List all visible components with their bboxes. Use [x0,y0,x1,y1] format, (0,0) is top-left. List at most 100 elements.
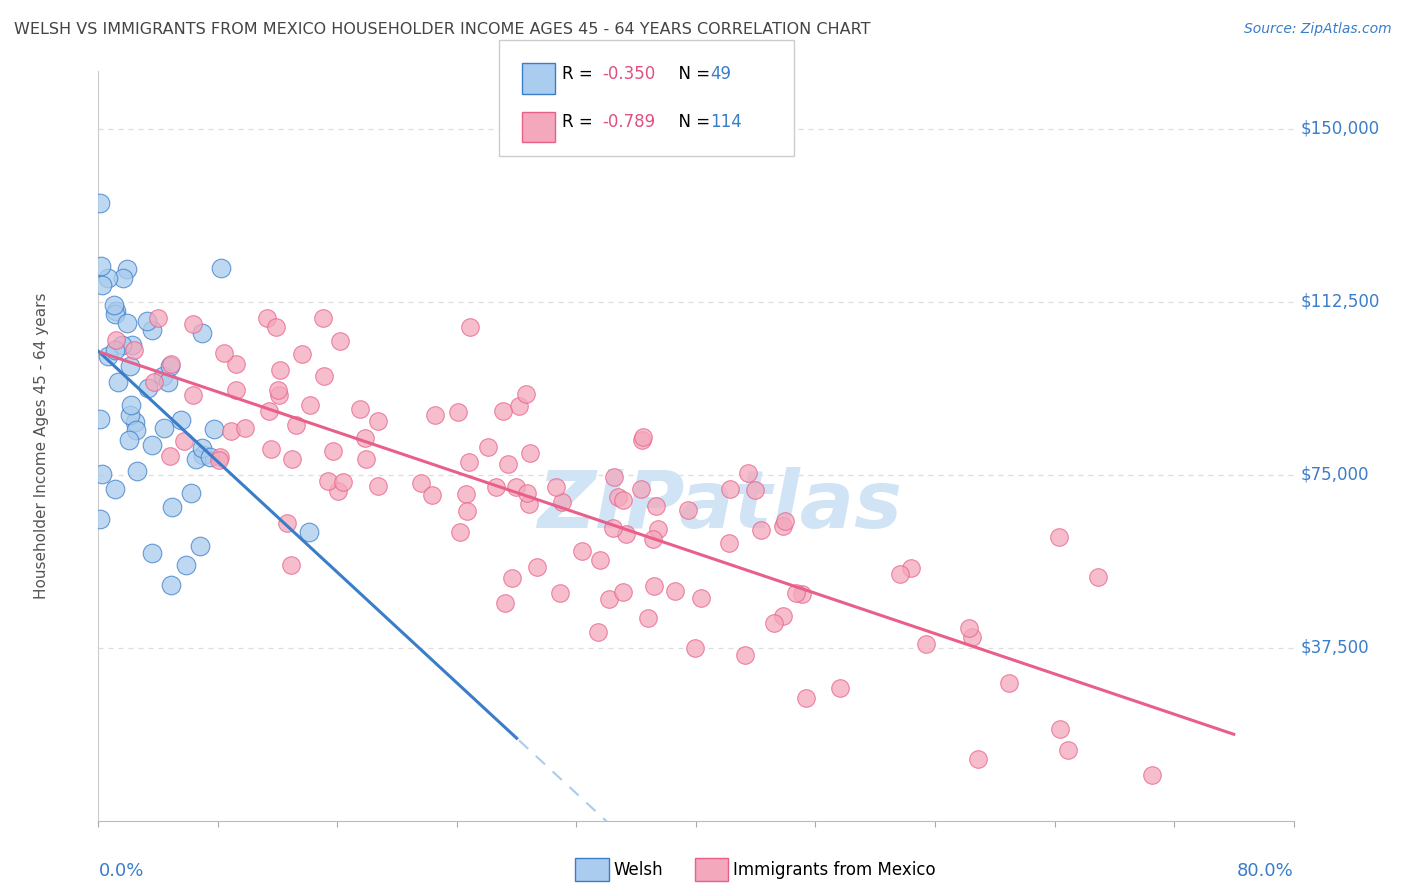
Point [606,490,628,504]
Point [571,543,593,558]
Point [332,475,354,489]
Text: -0.350: -0.350 [602,64,655,82]
Point [143,375,166,389]
Point [962,630,984,644]
Point [492,404,515,418]
Text: -0.789: -0.789 [602,112,655,130]
Point [326,484,349,499]
Point [367,479,389,493]
Point [959,622,981,636]
Point [118,433,141,447]
Point [233,421,256,435]
Point [676,502,699,516]
Point [603,469,626,483]
Point [160,500,183,514]
Point [496,457,519,471]
Point [889,567,911,582]
Point [329,334,352,349]
Point [276,516,298,531]
Point [188,539,211,553]
Point [104,303,127,318]
Point [586,625,609,640]
Point [423,408,446,422]
Point [176,558,198,573]
Point [915,637,938,651]
Point [612,585,634,599]
Point [1140,767,1163,781]
Point [349,401,371,416]
Point [312,310,335,325]
Point [157,376,180,390]
Point [477,440,499,454]
Point [97,271,120,285]
Point [267,383,290,397]
Point [643,579,665,593]
Point [1049,722,1071,736]
Point [744,483,766,497]
Point [785,586,807,600]
Point [447,405,470,419]
Text: Immigrants from Mexico: Immigrants from Mexico [733,861,935,879]
Point [284,417,307,432]
Point [647,522,669,536]
Point [998,676,1021,690]
Point [281,452,304,467]
Point [117,262,139,277]
Text: 49: 49 [710,64,731,82]
Point [190,326,212,340]
Text: $37,500: $37,500 [1301,639,1369,657]
Point [256,310,278,325]
Point [136,381,159,395]
Point [219,424,242,438]
Point [141,323,163,337]
Point [104,334,127,348]
Point [89,196,111,211]
Point [516,486,538,500]
Point [159,359,181,374]
Point [298,525,321,540]
Point [456,504,478,518]
Point [614,527,637,541]
Point [689,591,711,606]
Point [204,421,226,435]
Point [112,270,135,285]
Point [260,442,283,456]
Point [280,558,302,572]
Point [1047,530,1070,544]
Point [772,519,794,533]
Point [120,398,142,412]
Point [737,466,759,480]
Point [89,411,111,425]
Point [122,343,145,357]
Point [104,343,127,357]
Point [141,437,163,451]
Point [214,345,236,359]
Point [225,357,247,371]
Point [299,398,322,412]
Point [548,586,571,600]
Point [602,520,624,534]
Point [208,453,231,467]
Point [1087,569,1109,583]
Point [125,465,148,479]
Point [637,611,659,625]
Point [107,376,129,390]
Text: N =: N = [668,112,716,130]
Point [551,495,574,509]
Point [354,431,377,445]
Point [685,640,707,655]
Text: $150,000: $150,000 [1301,120,1381,138]
Point [900,561,922,575]
Point [291,347,314,361]
Point [269,363,291,377]
Point [643,532,665,546]
Point [89,512,111,526]
Point [104,307,127,321]
Point [967,752,990,766]
Point [734,648,756,662]
Point [225,384,247,398]
Point [111,338,134,352]
Point [664,584,686,599]
Point [1057,743,1080,757]
Text: $75,000: $75,000 [1301,466,1369,483]
